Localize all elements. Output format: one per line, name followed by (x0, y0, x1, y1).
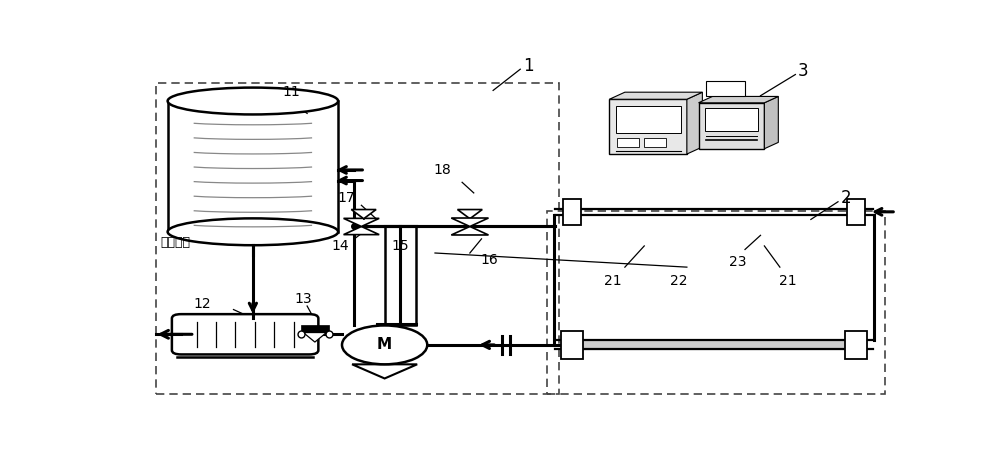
Polygon shape (344, 218, 379, 226)
Bar (156, 84, 559, 394)
Polygon shape (351, 209, 376, 219)
Bar (561, 331, 583, 358)
Bar (385, 226, 416, 325)
Text: 3: 3 (798, 62, 808, 80)
FancyBboxPatch shape (172, 314, 318, 354)
Polygon shape (451, 218, 488, 226)
Text: 14: 14 (332, 239, 349, 253)
Text: 11: 11 (283, 85, 300, 99)
Text: 21: 21 (779, 274, 796, 288)
Bar (705, 108, 758, 131)
Text: 18: 18 (434, 163, 452, 177)
Polygon shape (764, 96, 778, 149)
Bar (168, 101, 338, 232)
Text: 15: 15 (391, 239, 409, 253)
Text: 16: 16 (480, 253, 498, 267)
Bar (301, 325, 329, 332)
Ellipse shape (168, 88, 338, 114)
Circle shape (342, 325, 427, 364)
Text: 21: 21 (604, 274, 622, 288)
Polygon shape (687, 92, 702, 154)
Bar (617, 138, 639, 147)
Bar (644, 138, 666, 147)
Bar (706, 80, 745, 96)
Bar (847, 199, 865, 225)
Bar (616, 106, 681, 133)
Bar (845, 331, 867, 358)
Text: M: M (377, 337, 392, 353)
Bar (698, 103, 764, 149)
Bar (563, 199, 581, 225)
Bar (609, 99, 687, 154)
Text: 23: 23 (728, 255, 746, 269)
Text: 2: 2 (840, 189, 851, 207)
Polygon shape (698, 96, 778, 103)
Polygon shape (451, 226, 488, 235)
Polygon shape (344, 226, 379, 235)
Text: 1: 1 (523, 56, 533, 75)
Text: 22: 22 (670, 274, 688, 288)
Text: 13: 13 (294, 292, 312, 306)
Polygon shape (457, 209, 482, 219)
Polygon shape (352, 364, 417, 379)
Text: 17: 17 (337, 191, 355, 205)
Text: 去泥浆池: 去泥浆池 (160, 236, 190, 249)
Polygon shape (303, 332, 326, 342)
Polygon shape (609, 92, 702, 99)
Ellipse shape (168, 218, 338, 245)
Text: 12: 12 (194, 297, 211, 311)
Bar (547, 211, 885, 394)
